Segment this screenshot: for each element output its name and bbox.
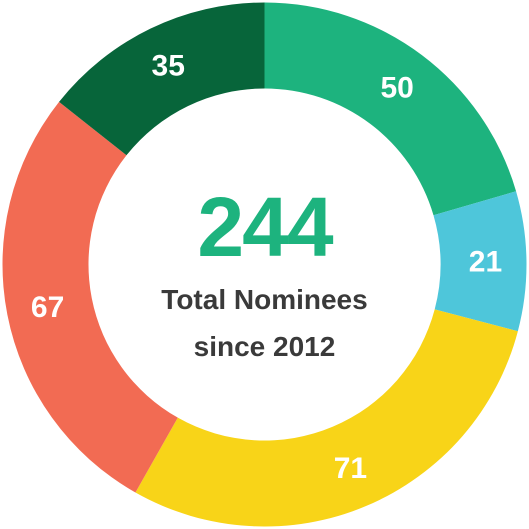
donut-slice-3	[135, 309, 518, 527]
slice-value-label-5: 35	[152, 50, 185, 83]
slice-labels: 50 21 71 67 35	[31, 50, 502, 486]
donut-slice-4	[2, 101, 178, 493]
center-summary: 244 Total Nominees since 2012	[161, 180, 367, 362]
donut-slice-5	[59, 2, 265, 156]
slice-value-label-4: 67	[31, 291, 64, 324]
slice-value-label-2: 21	[469, 246, 502, 279]
slice-value-label-1: 50	[380, 72, 413, 105]
center-total: 244	[197, 180, 333, 274]
center-caption-line2: since 2012	[194, 331, 336, 362]
donut-slice-1	[264, 2, 517, 216]
center-caption-line1: Total Nominees	[161, 284, 367, 315]
donut-slice-2	[433, 191, 527, 332]
slice-value-label-3: 71	[334, 452, 367, 485]
